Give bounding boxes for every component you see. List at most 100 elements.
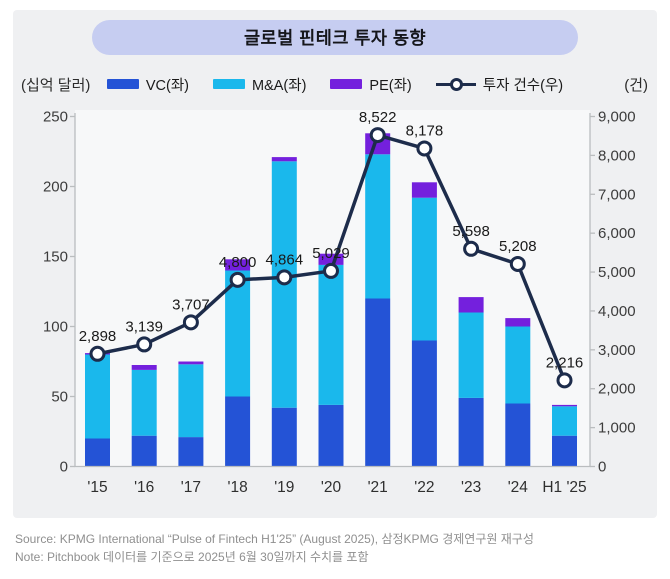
bar-segment-0-16	[131, 435, 157, 467]
y-right-tick-label: 9,000	[598, 109, 636, 126]
x-tick-label: '22	[414, 479, 434, 496]
bar-segment-2-16	[131, 365, 157, 370]
legend-item-0: VC(좌)	[106, 74, 189, 95]
x-tick-label: '24	[508, 479, 529, 496]
y-left-tick-label: 250	[43, 109, 68, 126]
bar-segment-0-18	[225, 396, 251, 467]
legend-label: M&A(좌)	[251, 77, 307, 94]
bar-segment-1-16	[131, 369, 157, 436]
chart-title-banner: 글로벌 핀테크 투자 동향	[92, 20, 578, 55]
y-right-tick-label: 4,000	[598, 303, 636, 320]
deal-count-label: 3,707	[172, 296, 210, 313]
bar-segment-0-19	[271, 407, 297, 467]
legend-item-1: M&A(좌)	[212, 74, 307, 95]
x-tick-label: '16	[134, 479, 154, 496]
bar-segment-0-21	[365, 298, 391, 467]
deal-count-label: 2,216	[546, 354, 584, 371]
deal-count-label: 5,598	[452, 223, 490, 240]
y-right-tick-label: 6,000	[598, 225, 636, 242]
legend-label: PE(좌)	[369, 77, 412, 94]
x-tick-label: '15	[87, 479, 107, 496]
x-tick-label: '18	[227, 479, 247, 496]
y-right-tick-label: 8,000	[598, 147, 636, 164]
y-right-tick-label: 7,000	[598, 186, 636, 203]
deal-count-label: 8,522	[359, 109, 397, 126]
deal-count-marker	[416, 140, 433, 157]
data-note: Note: Pitchbook 데이터를 기준으로 2025년 6월 30일까지…	[15, 550, 369, 564]
bar-segment-1-24	[505, 326, 531, 404]
right-axis-unit-label: (건)	[624, 77, 648, 94]
legend-line-marker-icon	[435, 77, 476, 91]
bar-segment-1-H125	[552, 406, 577, 436]
x-tick-label: '20	[321, 479, 342, 496]
bar-segment-2-18	[225, 259, 251, 271]
left-axis-unit-label: (십억 달러)	[21, 77, 91, 94]
deal-count-label: 4,864	[266, 251, 304, 268]
bar-segment-1-18	[225, 270, 251, 397]
chart-legend: VC(좌) M&A(좌) PE(좌) 투자 건수(우)	[83, 72, 587, 96]
footer-notes: Source: KPMG International “Pulse of Fin…	[15, 530, 660, 566]
legend-item-3: 투자 건수(우)	[435, 74, 564, 95]
bar-segment-1-17	[178, 364, 204, 438]
x-tick-label: H1 '25	[542, 479, 586, 496]
deal-count-marker	[136, 336, 153, 353]
legend-label: 투자 건수(우)	[482, 77, 564, 94]
deal-count-marker	[369, 127, 386, 144]
chart-svg: 0 50 100 150 200 250 0 1,000 2,000 3,000 4,000 5,00…	[43, 109, 636, 497]
axis-lines	[74, 113, 591, 468]
y-right-tick-label: 2,000	[598, 381, 636, 398]
bar-segment-2-20	[318, 253, 344, 265]
deal-count-marker	[556, 372, 573, 389]
deal-count-label: 5,208	[499, 238, 537, 255]
x-tick-label: '17	[181, 479, 201, 496]
legend-item-2: PE(좌)	[330, 74, 412, 95]
y-left-tick-label: 200	[43, 179, 68, 196]
chart-card: 글로벌 핀테크 투자 동향 (십억 달러) (건) VC(좌) M&A(좌) PE(…	[13, 10, 657, 518]
bar-segment-2-22	[411, 182, 437, 198]
bar-segment-0-22	[411, 340, 437, 467]
bar-segment-2-19	[271, 157, 297, 162]
chart-title: 글로벌 핀테크 투자 동향	[243, 28, 427, 48]
deal-count-marker	[509, 255, 526, 272]
bar-segment-1-23	[458, 312, 484, 398]
deal-count-marker	[182, 314, 199, 331]
legend-swatch-icon	[106, 79, 139, 89]
bar-segment-0-24	[505, 403, 531, 467]
y-left-tick-label: 50	[51, 389, 68, 406]
deal-count-marker	[229, 271, 246, 288]
chart-area: 0 50 100 150 200 250 0 1,000 2,000 3,000 4,000 5,00…	[13, 105, 657, 518]
bar-segment-0-15	[85, 438, 110, 467]
legend-swatch-icon	[212, 79, 245, 89]
x-tick-label: '23	[461, 479, 481, 496]
deal-count-marker	[89, 345, 106, 362]
deal-count-label: 2,898	[79, 328, 117, 345]
x-tick-label: '19	[274, 479, 294, 496]
deal-count-label: 3,139	[125, 318, 163, 335]
x-tick-label: '21	[368, 479, 388, 496]
bar-segment-2-23	[458, 297, 484, 313]
source-note: Source: KPMG International “Pulse of Fin…	[15, 532, 534, 546]
bar-segment-0-23	[458, 397, 484, 467]
y-left-tick-label: 150	[43, 249, 68, 266]
bar-segment-0-17	[178, 437, 204, 467]
bar-segment-2-24	[505, 318, 531, 327]
y-right-tick-label: 3,000	[598, 342, 636, 359]
bar-segment-2-H125	[552, 404, 577, 407]
deal-count-marker	[276, 269, 293, 286]
deal-count-label: 8,178	[406, 122, 444, 139]
y-right-tick-label: 5,000	[598, 264, 636, 281]
bar-segment-0-20	[318, 404, 344, 467]
y-right-tick-label: 0	[598, 459, 606, 476]
legend-label: VC(좌)	[145, 77, 189, 94]
bar-segment-1-22	[411, 197, 437, 341]
bar-segment-1-15	[85, 354, 110, 439]
bar-segment-1-20	[318, 264, 344, 405]
deal-count-label: 5,029	[312, 245, 350, 262]
y-left-tick-label: 100	[43, 319, 68, 336]
bar-segment-2-17	[178, 361, 204, 365]
deal-count-marker	[463, 240, 480, 257]
y-right-tick-label: 1,000	[598, 420, 636, 437]
bar-segment-1-21	[365, 154, 391, 299]
legend-swatch-icon	[330, 79, 363, 89]
deal-count-label: 4,800	[219, 254, 257, 271]
